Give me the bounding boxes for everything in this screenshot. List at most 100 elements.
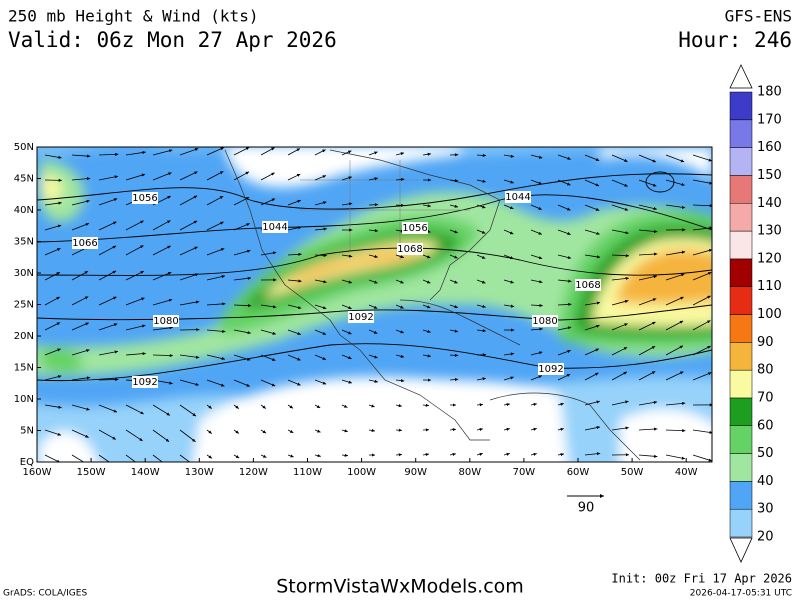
contour-label-bg [575,279,601,291]
wind-arrow [314,149,326,156]
wind-arrow [395,279,404,284]
colorbar-label: 110 [757,279,782,294]
wind-arrow [233,249,251,256]
wind-arrow [449,377,459,382]
wind-arrow [233,404,240,409]
wind-arrow [260,379,276,387]
wind-arrow [206,147,225,156]
contour-label: 1068 [575,280,600,291]
wind-arrow [638,179,657,187]
wind-arrow [260,454,267,458]
calm-area [40,431,98,462]
wind-arrow [152,454,163,462]
wind-band [40,175,63,202]
wind-arrow [692,204,712,208]
wind-arrow [179,300,200,306]
forecast-hour: Hour: 246 [678,28,792,52]
wind-arrow [179,379,199,386]
wind-arrow [692,179,712,185]
wind-arrow [287,173,301,181]
wind-arrow [125,352,146,356]
wind-arrow [530,303,543,308]
colorbar-label: 70 [757,390,774,405]
wind-arrow [395,254,404,259]
wind-arrow [341,379,352,384]
wind-arrow [233,329,251,335]
lat-label: 35N [14,237,34,248]
lat-label: 15N [14,363,34,374]
wind-arrow [638,427,658,431]
wind-arrow [584,348,600,356]
wind-arrow [530,351,543,356]
wind-arrow [287,199,301,206]
wind-arrow [287,454,294,458]
wind-arrow [341,304,352,310]
wind-arrow [449,329,459,333]
wind-arrow [98,221,117,231]
colorbar-box [729,425,753,454]
colorbar-label: 80 [757,363,774,378]
wind-arrow [44,348,61,356]
wind-arrow [314,304,327,310]
wind-arrow [179,195,198,206]
lat-label: 45N [14,174,34,185]
wind-arrow [692,320,711,331]
wind-arrow [314,279,327,284]
wind-arrow [44,404,62,409]
wind-arrow [287,226,302,231]
wind-arrow [287,148,301,156]
lon-label: 90W [404,467,427,478]
wind-arrow [692,454,712,462]
wind-arrow [692,248,712,256]
wind-arrow [152,245,171,256]
wind-arrow [449,178,459,183]
wind-arrow [44,429,62,436]
wind-arrow [476,153,487,157]
wind-arrow [152,172,172,181]
wind-arrow [152,353,173,358]
wind-arrow [260,147,275,156]
wind-arrow [233,276,252,281]
wind-arrow [98,350,119,356]
wind-arrow [530,327,543,331]
wind-arrow [449,279,458,284]
wind-arrow [341,254,353,258]
wind-arrow [341,329,352,335]
wind-arrow [638,371,656,381]
wind-arrow [260,354,276,361]
wind-arrow [611,346,628,356]
wind-arrow [341,404,348,408]
wind-arrow [71,376,91,381]
wind-arrow [287,279,302,283]
wind-arrow [98,245,117,256]
coastline [399,299,521,346]
wind-arrow [422,304,431,309]
wind-arrow [530,204,542,210]
wind-arrow [449,304,458,309]
wind-arrow [287,379,301,386]
wind-arrow [368,279,378,284]
wind-arrow [665,154,685,163]
wind-arrow [71,404,90,411]
wind-arrow [449,428,457,432]
wind-arrow [179,171,198,181]
wind-arrow [98,152,119,156]
contour-label: 1056 [402,223,427,234]
wind-arrow [98,429,117,440]
colorbar-label: 180 [757,85,782,100]
wind-arrow [206,379,225,387]
lon-label: 120W [239,467,268,478]
wind-arrow [638,345,656,356]
contour-label-bg [348,311,374,323]
calm-area [600,150,712,180]
wind-arrow [125,324,146,331]
wind-arrow [152,404,171,416]
model-name: GFS-ENS [725,7,792,26]
wind-arrow [530,427,537,431]
wind-arrow [125,220,144,231]
wind-arrow [368,229,379,233]
wind-arrow [611,154,628,162]
colorbar-label: 50 [757,446,774,461]
wind-arrow [530,154,543,159]
